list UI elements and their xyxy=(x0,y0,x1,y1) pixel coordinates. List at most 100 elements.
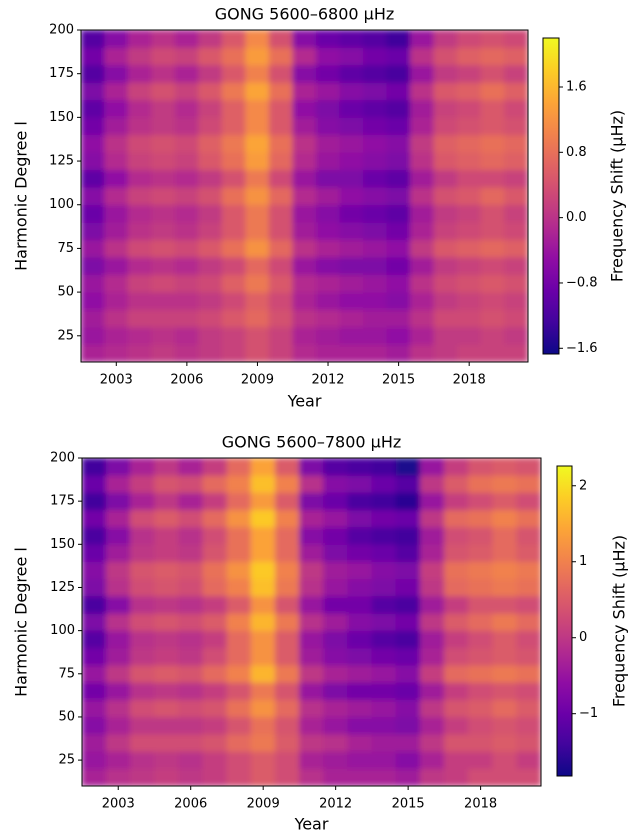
heat-cell xyxy=(363,117,388,136)
heat-cell xyxy=(82,544,107,562)
heat-cell xyxy=(292,30,317,48)
heat-cell xyxy=(81,30,105,48)
heat-cell xyxy=(198,309,223,328)
heat-cell xyxy=(274,561,300,580)
heat-cell xyxy=(347,664,373,683)
colorbar-tick-label: 1.6 xyxy=(566,79,587,94)
heat-cell xyxy=(457,64,482,83)
heat-cell xyxy=(444,682,469,700)
heat-cell xyxy=(323,699,349,718)
heat-cell xyxy=(268,117,294,136)
heat-cell xyxy=(386,117,411,136)
heat-cell xyxy=(154,664,179,683)
heat-cell xyxy=(226,561,252,580)
heat-cell xyxy=(339,326,364,345)
heat-cell xyxy=(130,664,155,683)
x-tick-label: 2003 xyxy=(100,373,133,388)
heat-cell xyxy=(433,117,458,136)
heat-cell xyxy=(245,152,270,171)
heat-cell xyxy=(245,344,270,362)
heat-cell xyxy=(105,509,131,528)
heat-cell xyxy=(492,578,518,597)
heat-cell xyxy=(154,544,179,562)
heat-cell xyxy=(419,613,445,631)
heat-cell xyxy=(410,274,435,293)
heat-cell xyxy=(198,99,223,118)
heatmap-cells xyxy=(82,458,541,786)
heat-cell xyxy=(245,256,270,275)
heat-cell xyxy=(104,221,129,240)
heat-cell xyxy=(198,169,223,188)
heat-cell xyxy=(151,326,176,345)
heat-cell xyxy=(104,204,129,223)
heat-cell xyxy=(245,326,270,345)
heat-cell xyxy=(410,64,435,83)
heat-cell xyxy=(226,699,252,718)
heat-cell xyxy=(151,344,176,362)
heat-cell xyxy=(250,561,276,580)
heat-cell xyxy=(174,291,199,310)
colorbar xyxy=(556,465,573,777)
heat-cell xyxy=(127,344,152,362)
heat-cell xyxy=(202,458,228,476)
heat-cell xyxy=(516,613,541,631)
heat-cell xyxy=(395,458,421,476)
heat-cell xyxy=(104,274,129,293)
heat-cell xyxy=(363,291,388,310)
heat-cell xyxy=(457,152,482,171)
heat-cell xyxy=(268,30,294,48)
heat-cell xyxy=(221,239,246,258)
heat-cell xyxy=(130,595,155,614)
heat-cell xyxy=(339,169,364,188)
heat-cell xyxy=(221,186,246,206)
heat-cell xyxy=(104,309,129,328)
heat-cell xyxy=(178,526,204,545)
heat-cell xyxy=(250,595,276,614)
heat-cell xyxy=(363,239,388,258)
heat-cell xyxy=(419,682,445,700)
heat-cell xyxy=(299,751,324,770)
heat-cell xyxy=(516,751,541,770)
heat-cell xyxy=(250,474,276,493)
heat-cell xyxy=(174,64,199,83)
heat-cell xyxy=(104,326,129,345)
heat-cell xyxy=(174,134,199,153)
heat-cell xyxy=(457,30,482,48)
heat-cell xyxy=(245,64,270,83)
heat-cell xyxy=(104,291,129,310)
heat-cell xyxy=(274,578,300,597)
heat-cell xyxy=(250,630,276,649)
heat-cell xyxy=(323,474,349,493)
heat-cell xyxy=(444,492,469,511)
y-tick-label: 125 xyxy=(50,580,75,595)
heat-cell xyxy=(82,664,107,683)
y-tick-label: 75 xyxy=(58,666,75,681)
x-tick-label: 2009 xyxy=(241,373,274,388)
heat-cell xyxy=(127,152,152,171)
heat-cell xyxy=(347,578,373,597)
heat-cell xyxy=(339,291,364,310)
heat-cell xyxy=(480,117,505,136)
heat-cell xyxy=(410,204,435,223)
heat-cell xyxy=(268,344,294,362)
heat-cell xyxy=(202,733,228,752)
heat-cell xyxy=(274,458,300,476)
heat-cell xyxy=(323,595,349,614)
heat-cell xyxy=(468,458,493,476)
heat-cell xyxy=(480,47,505,66)
heat-cell xyxy=(323,751,349,770)
heat-cell xyxy=(221,99,246,118)
heat-cell xyxy=(339,152,364,171)
heat-cell xyxy=(371,664,397,683)
heat-cell xyxy=(250,647,276,666)
heat-cell xyxy=(154,699,179,718)
colorbar-label: Frequency Shift (μHz) xyxy=(610,535,629,707)
heat-cell xyxy=(395,509,421,528)
heat-cell xyxy=(221,47,246,66)
x-tick-label: 2003 xyxy=(102,797,135,812)
heat-cell xyxy=(339,134,364,153)
heat-cell xyxy=(386,274,411,293)
heat-cell xyxy=(202,664,228,683)
heat-cell xyxy=(386,82,411,101)
heat-cell xyxy=(127,117,152,136)
